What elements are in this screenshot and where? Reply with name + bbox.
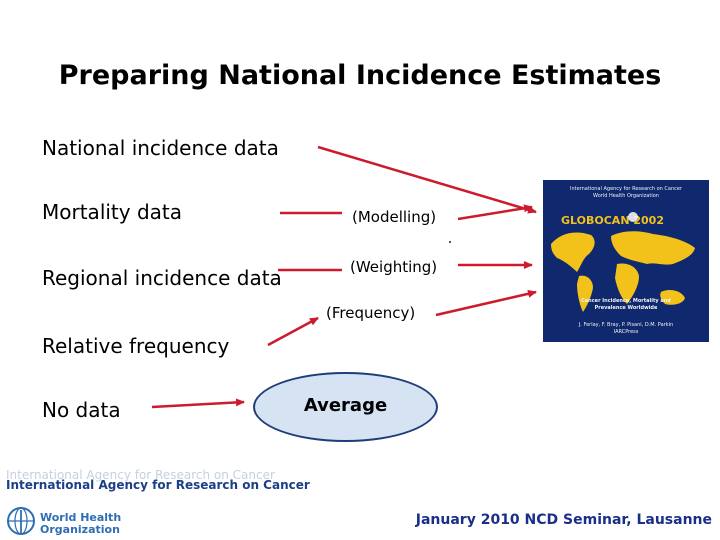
cover-authors: J. Ferlay, F. Bray, P. Pisani, D.M. Park… [578, 322, 674, 328]
world-map-icon [551, 212, 695, 312]
source-mortality: Mortality data [42, 200, 183, 224]
iarc-footer-text: International Agency for Research on Can… [6, 478, 310, 492]
stray-dot [449, 241, 451, 243]
method-average: Average [303, 395, 388, 416]
slide-title: Preparing National Incidence Estimates [58, 60, 662, 91]
iarc-ghost-text: International Agency for Research on Can… [6, 468, 275, 482]
event-caption: January 2010 NCD Seminar, Lausanne [415, 512, 712, 528]
arrow-frequency-to-globocan [435, 289, 537, 317]
source-no-data: No data [42, 398, 121, 422]
arrow-national-to-globocan [317, 145, 537, 214]
source-relative-frequency: Relative frequency [42, 334, 230, 358]
source-national-incidence: National incidence data [42, 136, 279, 160]
source-regional-incidence: Regional incidence data [42, 266, 282, 290]
who-logo-text: World Health Organization [40, 512, 121, 536]
cover-publisher: IARCPress [613, 329, 639, 335]
globocan-cover-image: International Agency for Research on Can… [543, 180, 709, 342]
cover-org-line: International Agency for Research on Can… [569, 186, 683, 192]
cover-logo-text: GLOBOCAN 2002 [561, 214, 664, 227]
cover-subtitle-2: Prevalence Worldwide [594, 305, 658, 311]
arrow-modelling-to-globocan [457, 204, 533, 221]
arrow-nodata-to-average [151, 398, 245, 409]
who-emblem-icon [7, 507, 35, 535]
average-ellipse [253, 372, 438, 442]
arrow-relative-to-frequency [267, 316, 319, 347]
method-frequency: (Frequency) [326, 304, 416, 322]
cover-subtitle-1: Cancer Incidence, Mortality and [581, 298, 671, 304]
cover-who-line: World Health Organization [593, 193, 659, 199]
method-modelling: (Modelling) [352, 208, 437, 226]
who-line-2: Organization [40, 523, 120, 536]
method-weighting: (Weighting) [350, 258, 438, 276]
who-line-1: World Health [40, 511, 122, 524]
